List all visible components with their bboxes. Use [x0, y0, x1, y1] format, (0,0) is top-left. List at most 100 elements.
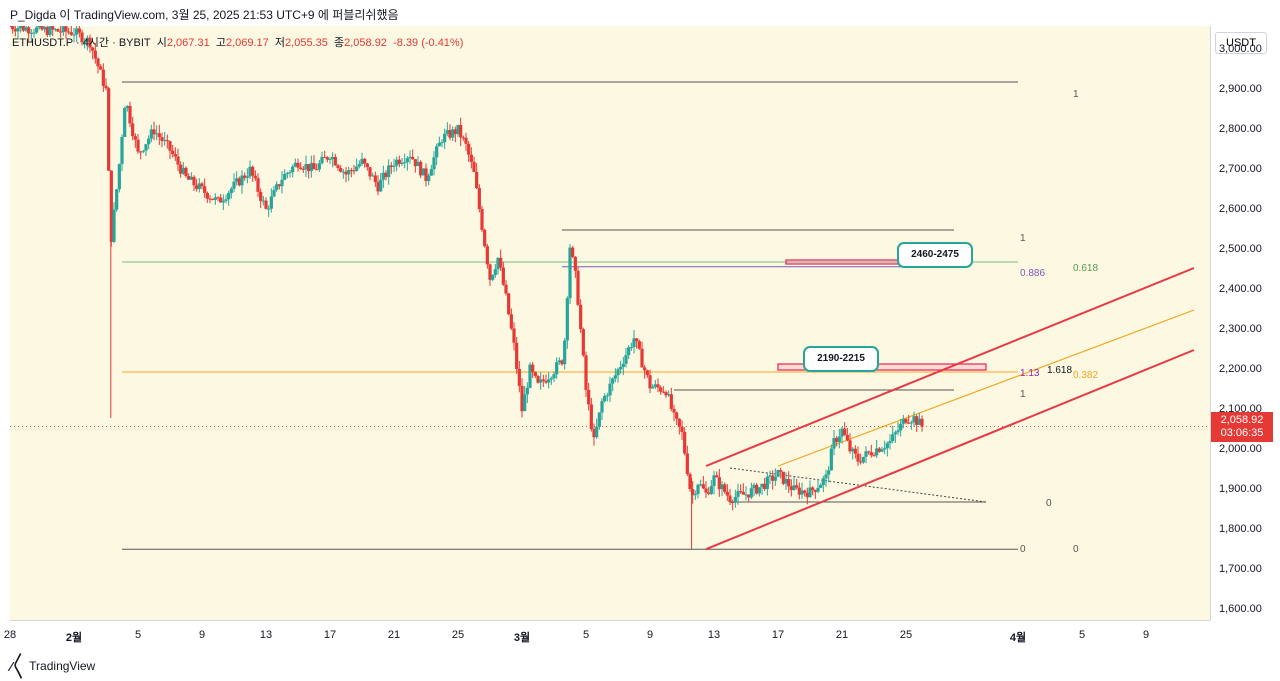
candle-body [323, 156, 327, 158]
candle-body [293, 162, 297, 167]
candle-body [571, 247, 575, 257]
candle-body [664, 392, 668, 396]
candle-body [624, 355, 628, 364]
candle-body [421, 168, 425, 176]
price-tick-label: 2,100.00 [1219, 403, 1262, 415]
candle-body [243, 175, 247, 178]
candle-body [904, 419, 908, 423]
candle-body [224, 199, 228, 201]
candle-body [219, 197, 223, 203]
candle-body [688, 474, 692, 490]
candle-body [880, 449, 884, 452]
candle-body [701, 484, 705, 489]
candle-body [709, 486, 713, 494]
candle-body [771, 475, 775, 481]
candle-body [72, 34, 76, 36]
candle-body [859, 461, 863, 463]
candle-body [59, 31, 63, 33]
currency-button[interactable]: USDT [1215, 32, 1267, 54]
footer-brand: ⁄〱 TradingView [10, 656, 95, 675]
candle-body [752, 484, 756, 489]
candle-body [120, 137, 124, 165]
candle-body [901, 419, 905, 424]
candle-body [475, 171, 479, 189]
candle-body [597, 412, 601, 427]
candle-body [893, 432, 897, 435]
candle-body [91, 47, 95, 51]
time-tick-label: 9 [646, 629, 654, 641]
candle-body [288, 172, 292, 174]
candle-body [229, 188, 233, 194]
symbol-legend: ETHUSDT.P · 4시간 · BYBIT 시2,067.31 고2,069… [12, 34, 463, 50]
candle-body [480, 209, 484, 230]
candle-body [587, 389, 591, 405]
candle-body [203, 186, 207, 193]
candle-body [331, 156, 335, 159]
candle-body [333, 156, 337, 166]
candle-body [699, 484, 703, 486]
candle-body [200, 183, 204, 187]
candle-body [405, 158, 409, 163]
candle-body [115, 189, 119, 210]
candle-body [88, 37, 92, 48]
chart-plot-area[interactable]: ETHUSDT.P · 4시간 · BYBIT 시2,067.31 고2,069… [10, 26, 1210, 620]
candle-body [792, 485, 796, 491]
candle-body [171, 150, 175, 155]
candle-body [136, 139, 140, 152]
candle-body [848, 440, 852, 452]
fib-label-0618: 0.618 [1073, 263, 1099, 274]
candle-body [27, 27, 31, 34]
fib-label-0886: 0.886 [1020, 268, 1046, 279]
time-tick-label: 21 [387, 629, 401, 641]
candle-body [365, 163, 369, 168]
candle-body [720, 484, 724, 490]
candle-body [461, 137, 465, 139]
candle-body [29, 32, 33, 34]
candle-body [568, 247, 572, 299]
candle-body [168, 141, 172, 151]
last-price-tag: 2,058.92 03:06:35 [1211, 412, 1273, 443]
candle-body [307, 164, 311, 172]
price-axis[interactable]: USDT 3,000.00 2,900.00 2,800.00 2,700.00 2,6… [1210, 26, 1280, 620]
callout-upper-zone[interactable]: 2460-2475 [897, 242, 973, 268]
candle-body [440, 142, 444, 144]
candle-body [24, 27, 28, 31]
candle-body [216, 197, 220, 199]
trend-dotted-line [729, 467, 987, 503]
candle-body [493, 269, 497, 275]
candle-body [845, 434, 849, 441]
callout-lower-zone[interactable]: 2190-2215 [803, 346, 879, 372]
candle-body [133, 136, 137, 140]
candle-body [376, 182, 380, 192]
candle-body [240, 175, 244, 186]
chart-svg[interactable] [10, 26, 1210, 620]
candle-body [61, 26, 65, 33]
candle-body [517, 368, 521, 386]
candle-body [896, 430, 900, 433]
time-tick-label: 2월 [65, 632, 83, 644]
candle-body [856, 453, 860, 462]
candle-body [813, 490, 817, 492]
candle-body [67, 31, 71, 33]
candle-body [299, 167, 303, 169]
candle-body [155, 133, 159, 135]
candle-body [355, 166, 359, 171]
close-value: 2,058.92 [344, 37, 387, 49]
candle-body [280, 179, 284, 187]
time-tick-label: 25 [451, 629, 465, 641]
candle-body [811, 487, 815, 491]
candle-body [704, 488, 708, 493]
candle-body [173, 154, 177, 157]
candle-body [384, 172, 388, 178]
price-tick-label: 2,200.00 [1219, 363, 1262, 375]
symbol-name[interactable]: ETHUSDT.P · 4시간 · BYBIT [12, 37, 151, 49]
open-value: 2,067.31 [166, 37, 210, 49]
time-axis[interactable]: 28 2월 5 9 13 17 21 25 3월 5 9 13 17 21 25 4월 5 9 [4, 620, 1210, 649]
high-label: 고 [215, 37, 226, 49]
candle-body [757, 487, 761, 494]
candle-body [837, 436, 841, 442]
candle-body [93, 50, 97, 59]
candle-body [888, 440, 892, 444]
candle-body [605, 395, 609, 397]
candle-body [528, 364, 532, 388]
